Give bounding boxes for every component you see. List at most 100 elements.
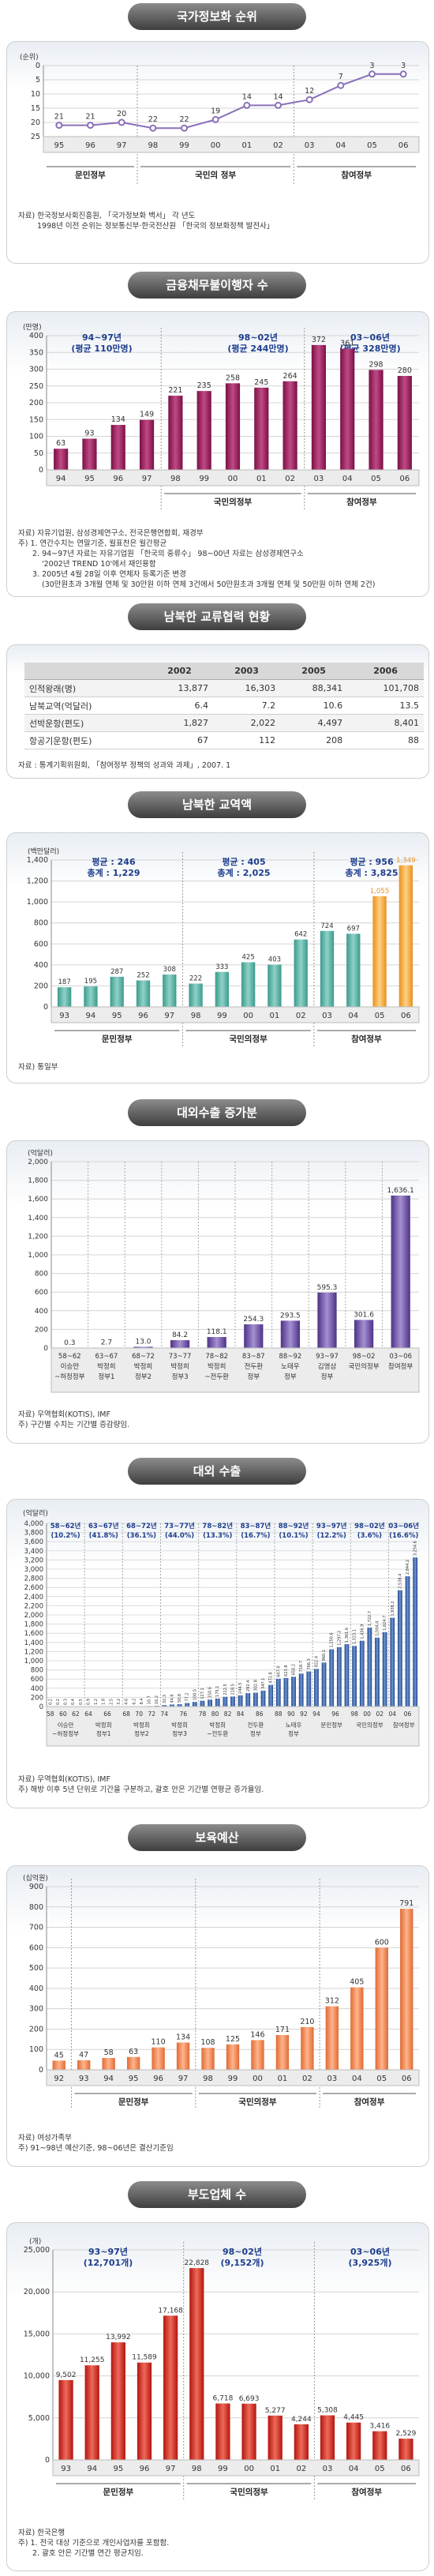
bar — [162, 1705, 167, 1707]
data-label: 960.1 — [322, 1650, 327, 1661]
bar — [398, 865, 413, 1007]
bar — [352, 1646, 357, 1707]
group-label: 노태우 — [286, 1722, 302, 1729]
x-tick-label: 98 — [148, 141, 158, 150]
period-annotation: 평균 : 405 — [222, 856, 265, 867]
group-label: 문민정부 — [103, 2487, 134, 2497]
y-tick-label: 800 — [35, 1271, 48, 1279]
section-title-childcare-budget: 보육예산 — [128, 1824, 306, 1851]
y-tick-label: 20,000 — [24, 2288, 50, 2296]
period-rate: (10.2%) — [51, 1532, 80, 1540]
x-tick-label: 04 — [335, 141, 346, 150]
data-label: 11,589 — [132, 2354, 157, 2362]
x-tick-label: 93 — [61, 2465, 71, 2473]
x-tick-label: 01 — [241, 141, 252, 150]
group-label: 박정희 — [133, 1721, 150, 1729]
bar — [369, 370, 383, 470]
x-tick-label: 04 — [389, 1710, 397, 1718]
x-tick-label: 00 — [244, 2465, 254, 2473]
group-label: 참여정부 — [346, 497, 377, 507]
bar — [215, 1698, 220, 1707]
period-annotation-sub: 총계 : 3,825 — [345, 867, 398, 878]
data-label: 280 — [398, 366, 412, 375]
x-tick-label: 김영삼 — [318, 1362, 337, 1371]
data-label: 77.2 — [185, 1692, 190, 1701]
y-tick-label: 400 — [31, 1685, 43, 1693]
period-annotation: 93~97년 — [88, 2246, 128, 2257]
x-tick-label: 95 — [84, 475, 95, 483]
table-cell: 남북교역(억달러) — [24, 697, 146, 715]
data-point — [149, 124, 157, 132]
data-label: 472.8 — [269, 1672, 274, 1683]
data-label: 1,504.4 — [376, 1621, 380, 1636]
x-tick-label: 정부2 — [135, 1372, 152, 1381]
table-cell: 7.2 — [213, 697, 281, 715]
data-label: 221 — [168, 386, 182, 395]
x-tick-label: 06 — [398, 141, 409, 150]
period-label: 03~06년 — [388, 1522, 419, 1530]
table-cell: 인적왕래(명) — [24, 679, 146, 697]
data-label: 235 — [197, 381, 211, 390]
section-title-inter-korean-trade: 남북한 교역액 — [128, 791, 306, 818]
source-line: 3. 2005년 4월 28일 이후 연체자 등록기준 변경 — [32, 570, 186, 579]
y-tick-label: 900 — [29, 1883, 43, 1891]
data-label: 84.2 — [172, 1331, 188, 1339]
bar — [311, 344, 326, 470]
period-rate: (10.1%) — [279, 1532, 308, 1540]
table-cell: 112 — [213, 731, 281, 749]
bar — [320, 2415, 335, 2460]
bar — [77, 2060, 91, 2070]
source-line: 자료) 무역협회(KOTIS), IMF — [18, 1410, 110, 1419]
data-label: 63 — [129, 2048, 138, 2056]
y-tick-label: 400 — [35, 1308, 48, 1316]
y-tick-label: 1,800 — [24, 1621, 43, 1629]
period-annotation: 98~02년 — [238, 332, 278, 343]
data-label: 642 — [294, 931, 307, 939]
table-cell: 67 — [146, 731, 214, 749]
bar — [208, 1699, 212, 1707]
x-tick-label: 96 — [153, 2075, 163, 2083]
bar — [163, 2315, 178, 2460]
group-label: 전두환 — [248, 1721, 264, 1729]
bar — [215, 971, 230, 1007]
data-label: 32.3 — [163, 1695, 167, 1703]
bar — [367, 1628, 372, 1707]
x-tick-label: 02 — [296, 2465, 306, 2473]
y-tick-label: 150 — [29, 415, 43, 424]
bar — [336, 1647, 342, 1707]
period-rate: (16.6%) — [389, 1532, 418, 1540]
data-label: 50.8 — [178, 1694, 182, 1703]
y-tick-label: 1,400 — [27, 856, 48, 865]
period-annotation-sub: (평균 244만명) — [227, 343, 288, 354]
group-label: 문민정부 — [118, 2097, 149, 2107]
y-tick-label: 20 — [31, 118, 40, 127]
chart-export-increase: (억달러) 0 200 400 600 800 1,000 1,200 1,400 1,600 1,… — [28, 1148, 420, 1393]
bar — [201, 2048, 215, 2070]
group-label: 참여정부 — [354, 2097, 385, 2107]
bar — [321, 1662, 327, 1707]
x-tick-label: 92 — [300, 1710, 308, 1718]
x-tick-label: 93 — [79, 2075, 89, 2083]
data-label: 252 — [137, 972, 149, 980]
bar — [136, 980, 151, 1007]
x-tick-label: 05 — [376, 2075, 387, 2083]
source-note-childcare: 자료) 여성가족부 주) 91~98년 예산기준, 98~06년은 결산기준임 — [18, 2133, 428, 2154]
x-tick-label: ~전두환 — [204, 1372, 229, 1381]
data-label: 372 — [312, 336, 326, 344]
period-label: 83~87년 — [241, 1522, 271, 1530]
table-header-row: 2002 2003 2005 2006 — [24, 663, 424, 680]
data-label: 0.3 — [64, 1339, 75, 1347]
y-tick-label: 400 — [29, 332, 43, 340]
x-tick-label: 70 — [135, 1710, 143, 1718]
x-tick-label: 04 — [352, 2075, 362, 2083]
x-axis-strip — [51, 1347, 420, 1393]
bar — [58, 2379, 73, 2460]
table-cell: 선박운항(편도) — [24, 714, 146, 732]
y-tick-label: 500 — [29, 1964, 43, 1973]
period-annotation: 03~06년 — [350, 332, 390, 343]
source-line: (30만원초과 3개월 연체 및 30만원 이하 연체 3건에서 50만원초과 … — [42, 580, 376, 589]
table-cell: 4,497 — [280, 714, 348, 732]
bar — [372, 896, 387, 1007]
period-label: 98~02년 — [354, 1522, 385, 1530]
x-tick-label: 95 — [112, 1012, 122, 1020]
